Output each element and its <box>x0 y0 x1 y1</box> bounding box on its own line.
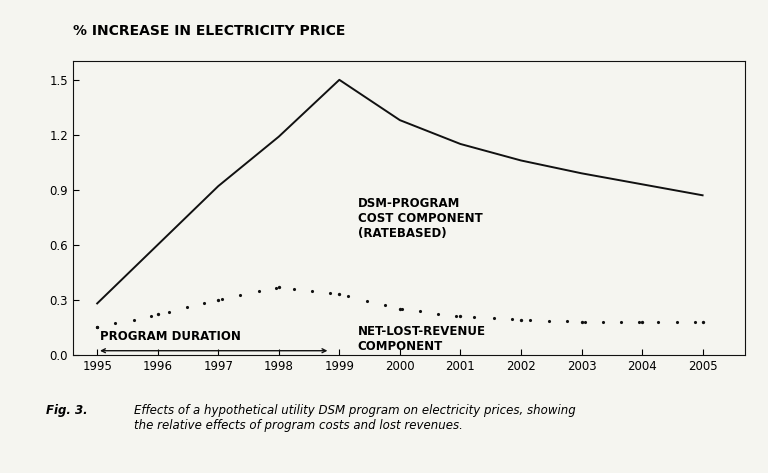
Text: PROGRAM DURATION: PROGRAM DURATION <box>100 330 241 343</box>
Text: Fig. 3.: Fig. 3. <box>46 404 88 417</box>
Text: % INCREASE IN ELECTRICITY PRICE: % INCREASE IN ELECTRICITY PRICE <box>73 24 346 38</box>
Text: DSM-PROGRAM
COST COMPONENT
(RATEBASED): DSM-PROGRAM COST COMPONENT (RATEBASED) <box>357 197 482 240</box>
Text: NET-LOST-REVENUE
COMPONENT: NET-LOST-REVENUE COMPONENT <box>357 324 485 352</box>
Text: Effects of a hypothetical utility DSM program on electricity prices, showing
the: Effects of a hypothetical utility DSM pr… <box>134 404 576 432</box>
